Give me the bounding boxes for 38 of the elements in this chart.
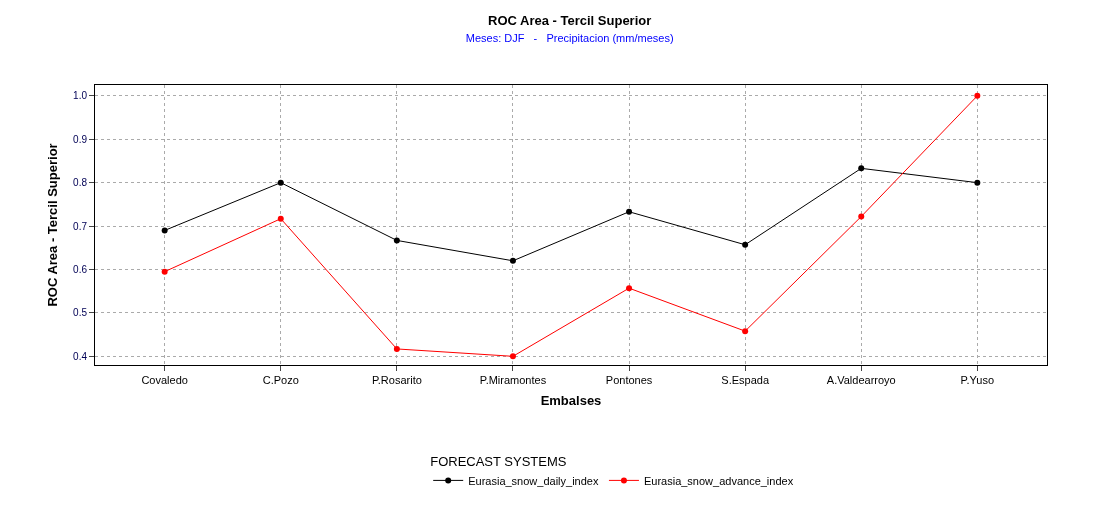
y-tick-label: 0.9	[73, 133, 88, 145]
point	[858, 213, 865, 220]
x-tick-label: P.Yuso	[960, 374, 995, 387]
point	[509, 257, 516, 264]
legend-title: FORECAST SYSTEMS	[430, 453, 567, 469]
x-tick-label: S.Espada	[721, 374, 770, 387]
point	[742, 328, 749, 335]
point	[626, 285, 633, 292]
point	[626, 208, 633, 215]
point	[277, 215, 284, 222]
point	[277, 179, 284, 186]
x-tick-label: Covaledo	[141, 374, 188, 387]
chart-title: ROC Area - Tercil Superior	[488, 13, 652, 29]
y-tick-label: 1.0	[73, 90, 88, 102]
point	[858, 165, 865, 172]
x-tick-label: P.Rosarito	[371, 374, 422, 387]
x-tick-label: P.Miramontes	[479, 374, 547, 387]
x-tick-label: Pontones	[605, 374, 653, 387]
legend-label: Eurasia_snow_daily_index	[468, 474, 599, 487]
y-tick-label: 0.7	[73, 220, 88, 232]
x-axis-title: Embalses	[540, 392, 602, 408]
point	[393, 237, 400, 244]
point	[393, 345, 400, 352]
point	[509, 353, 516, 360]
point	[161, 268, 168, 275]
chart-subtitle: Meses: DJF - Precipitacion (mm/meses)	[465, 32, 674, 45]
y-tick-label: 0.8	[73, 177, 88, 189]
y-axis-title: ROC Area - Tercil Superior	[45, 143, 61, 307]
point	[974, 179, 981, 186]
y-tick-label: 0.5	[73, 307, 88, 319]
point	[742, 241, 749, 248]
legend-label: Eurasia_snow_advance_index	[643, 474, 794, 487]
point	[161, 227, 168, 234]
x-tick-label: A.Valdearroyo	[826, 374, 896, 387]
y-tick-label: 0.6	[73, 264, 88, 275]
y-tick-label: 0.4	[73, 350, 88, 362]
x-tick-label: C.Pozo	[262, 374, 299, 387]
point	[974, 92, 981, 99]
